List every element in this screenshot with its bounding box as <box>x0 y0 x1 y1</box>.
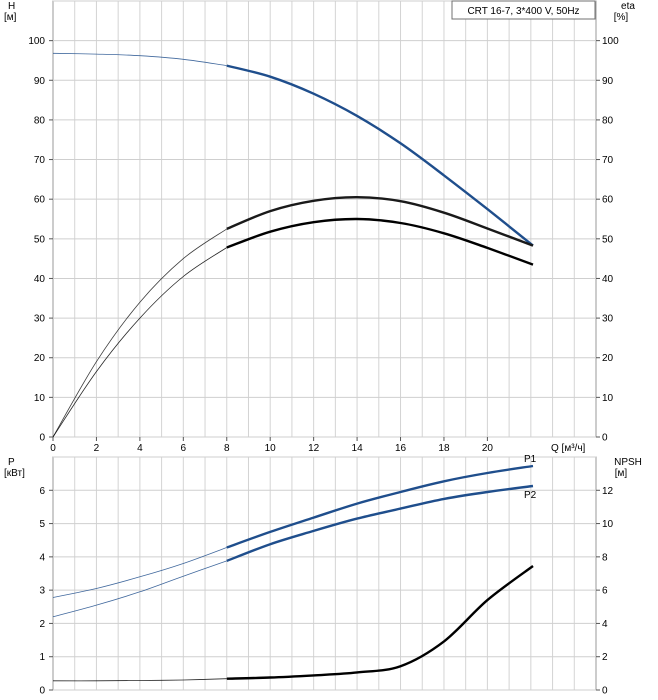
right-tick-label: 50 <box>602 234 614 245</box>
right-tick-label: 12 <box>602 486 614 497</box>
plot-frame <box>52 0 597 438</box>
right-tick-label: 4 <box>602 619 608 630</box>
left-tick-label: 70 <box>34 155 46 166</box>
right-tick-label: 10 <box>602 393 614 404</box>
left-tick-label: 3 <box>39 586 45 597</box>
x-tick-label: 14 <box>352 443 364 454</box>
left-tick-label: 80 <box>34 115 46 126</box>
right-tick-label: 100 <box>602 36 619 47</box>
right-tick-label: 40 <box>602 274 614 285</box>
x-tick-label: 10 <box>265 443 277 454</box>
right-tick-label: 10 <box>602 519 614 530</box>
left-tick-label: 60 <box>34 195 46 206</box>
series-p1-thin-curve <box>52 547 227 598</box>
left-tick-label: 6 <box>39 486 45 497</box>
right-tick-label: 0 <box>602 686 608 697</box>
x-tick-label: 12 <box>308 443 320 454</box>
left-tick-label: 100 <box>28 36 45 47</box>
plot-frame <box>52 456 597 691</box>
right-axis-unit: [%] <box>614 12 629 23</box>
series-p1-label: P1 <box>524 454 537 465</box>
left-tick-label: 2 <box>39 619 45 630</box>
series-0-2-thick-curve <box>226 217 534 266</box>
right-tick-label: 70 <box>602 155 614 166</box>
right-tick-label: 0 <box>602 433 608 444</box>
left-tick-label: 90 <box>34 76 46 87</box>
x-tick-label: 0 <box>50 443 56 454</box>
left-tick-label: 0 <box>39 433 45 444</box>
series-0-1-thin-curve <box>52 228 228 438</box>
left-tick-label: 0 <box>39 686 45 697</box>
x-tick-label: 20 <box>482 443 494 454</box>
right-axis-symbol: NPSH <box>614 457 642 468</box>
right-tick-label: 20 <box>602 353 614 364</box>
series-1-2-thick-curve <box>226 565 534 680</box>
x-tick-label: 8 <box>224 443 230 454</box>
left-tick-label: 20 <box>34 353 46 364</box>
legend-box-label: CRT 16-7, 3*400 V, 50Hz <box>467 6 579 17</box>
right-tick-label: 90 <box>602 76 614 87</box>
x-tick-label: 18 <box>438 443 450 454</box>
series-p2-label: P2 <box>524 490 537 501</box>
left-tick-label: 4 <box>39 552 45 563</box>
series-0-2-thin-curve <box>52 247 228 438</box>
series-0-0-thick-curve <box>226 64 534 247</box>
series-0-1-thick-curve <box>226 195 534 247</box>
left-tick-label: 50 <box>34 234 46 245</box>
left-tick-label: 40 <box>34 274 46 285</box>
left-tick-label: 30 <box>34 314 46 325</box>
series-p2-thin-curve <box>52 560 227 618</box>
right-tick-label: 60 <box>602 195 614 206</box>
series-p1-thick-curve <box>226 464 534 549</box>
left-tick-label: 1 <box>39 652 45 663</box>
x-tick-label: 2 <box>94 443 100 454</box>
right-tick-label: 2 <box>602 652 608 663</box>
x-tick-label: 6 <box>181 443 187 454</box>
series-1-2-thin-curve <box>52 678 227 682</box>
legend-box <box>451 0 596 20</box>
right-tick-label: 80 <box>602 115 614 126</box>
series-0-0-thin-curve <box>52 52 227 66</box>
x-tick-label: 16 <box>395 443 407 454</box>
left-tick-label: 10 <box>34 393 46 404</box>
series-p2-thick-curve <box>226 484 534 563</box>
left-tick-label: 5 <box>39 519 45 530</box>
head-efficiency-panel: 0102030405060708090100010203040506070809… <box>4 0 635 454</box>
right-axis-symbol: eta <box>621 1 635 12</box>
left-axis-symbol: P <box>8 457 15 468</box>
right-tick-label: 30 <box>602 314 614 325</box>
left-axis-unit: [кВт] <box>4 468 25 479</box>
left-axis-symbol: H <box>8 1 15 12</box>
x-axis-label: Q [м³/ч] <box>551 443 586 454</box>
right-axis-unit: [м] <box>615 468 628 479</box>
right-tick-label: 8 <box>602 552 608 563</box>
left-axis-unit: [м] <box>4 12 17 23</box>
x-tick-label: 4 <box>137 443 143 454</box>
right-tick-label: 6 <box>602 586 608 597</box>
